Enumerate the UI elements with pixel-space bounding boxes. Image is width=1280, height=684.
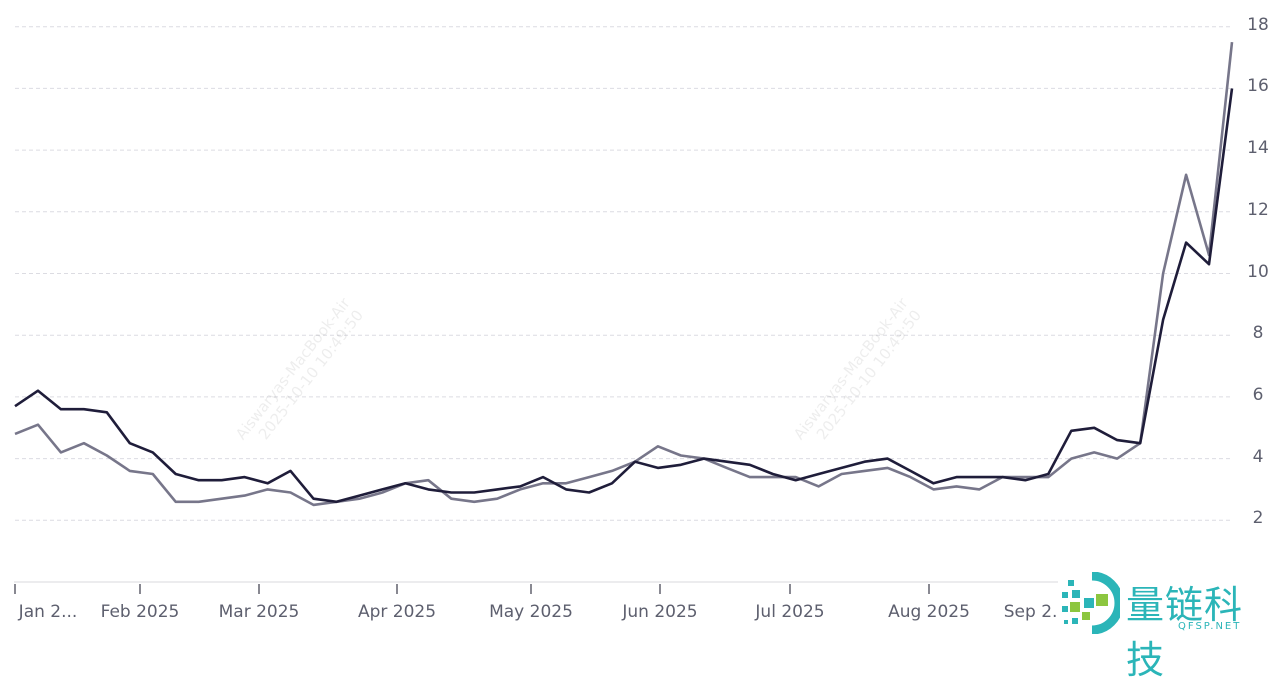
gridlines <box>15 26 1232 521</box>
series-dark-line <box>14 88 1234 504</box>
y-tick-label: 4 <box>1252 446 1264 467</box>
y-tick-label: 2 <box>1252 508 1264 529</box>
brand-logo: 量链科技 QFSP.NET <box>1058 572 1280 682</box>
line-chart <box>14 26 1234 594</box>
x-tick-label: Jan 2... <box>18 602 78 622</box>
logo-text-en: QFSP.NET <box>1178 621 1242 632</box>
x-tick-label: Jul 2025 <box>755 602 825 622</box>
y-tick-label: 18 <box>1247 14 1269 35</box>
x-tick-label: Apr 2025 <box>357 602 437 622</box>
y-tick-label: 14 <box>1247 138 1269 159</box>
x-tick-label: Jun 2025 <box>622 602 698 622</box>
x-tick-label: May 2025 <box>489 602 573 622</box>
y-tick-label: 10 <box>1247 261 1269 282</box>
x-tick-label: Mar 2025 <box>218 602 300 622</box>
y-tick-label: 8 <box>1252 323 1264 344</box>
y-tick-label: 6 <box>1252 384 1264 405</box>
x-tick-label: Feb 2025 <box>100 602 180 622</box>
x-tick-label: Sep 2... <box>1003 602 1069 622</box>
series-grey-line <box>14 41 1234 507</box>
y-tick-label: 12 <box>1247 199 1269 220</box>
x-axis-ticks <box>14 584 1061 594</box>
x-tick-label: Aug 2025 <box>888 602 970 622</box>
logo-mark-icon <box>1062 572 1120 634</box>
y-tick-label: 16 <box>1247 76 1269 97</box>
